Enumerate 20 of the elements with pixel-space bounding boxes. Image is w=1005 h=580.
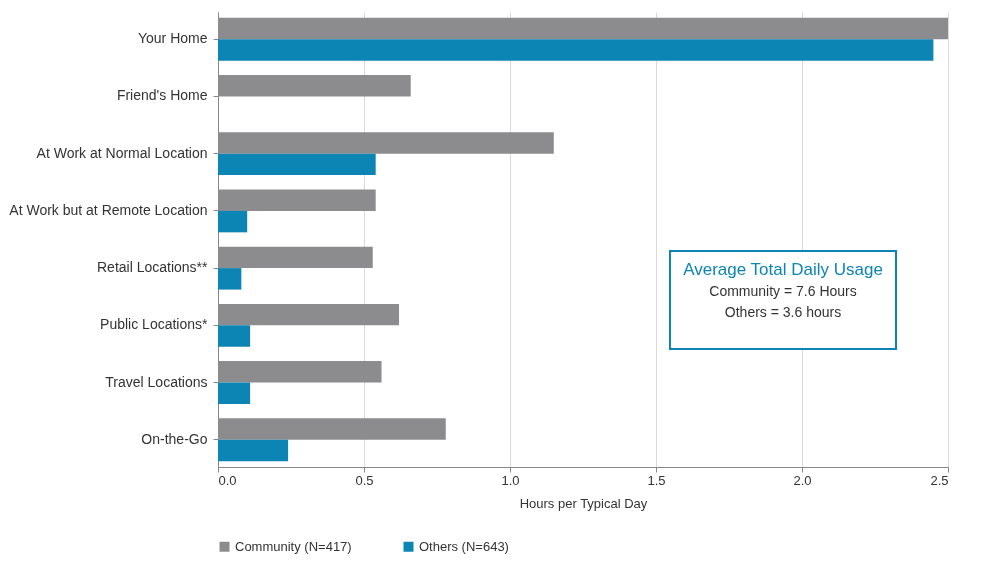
y-tick-label: At Work but at Remote Location — [9, 201, 208, 218]
x-tick-label: 1.0 — [501, 472, 520, 488]
x-axis-title: Hours per Typical Day — [519, 495, 648, 511]
legend-label: Others (N=643) — [419, 538, 509, 554]
y-tick-label: Your Home — [137, 30, 208, 47]
x-tick-label: 0.0 — [218, 472, 237, 488]
y-tick-label: Friend's Home — [116, 87, 208, 104]
annotation: Average Total Daily Usage — [683, 260, 883, 279]
x-tick-label: 2.0 — [793, 472, 812, 488]
y-tick-label: On-the-Go — [141, 430, 208, 447]
legend-label: Community (N=417) — [235, 538, 352, 554]
y-tick-label: Travel Locations — [105, 373, 208, 390]
x-tick-label: 2.5 — [930, 472, 949, 488]
x-tick-label: 1.5 — [647, 472, 666, 488]
annotation: Community = 7.6 Hours — [709, 282, 857, 299]
y-tick-label: At Work at Normal Location — [36, 144, 208, 161]
annotation: Others = 3.6 hours — [724, 304, 842, 320]
x-tick-label: 0.5 — [355, 472, 374, 488]
y-tick-label: Retail Locations** — [96, 259, 209, 276]
y-tick-label: Public Locations* — [100, 316, 209, 333]
